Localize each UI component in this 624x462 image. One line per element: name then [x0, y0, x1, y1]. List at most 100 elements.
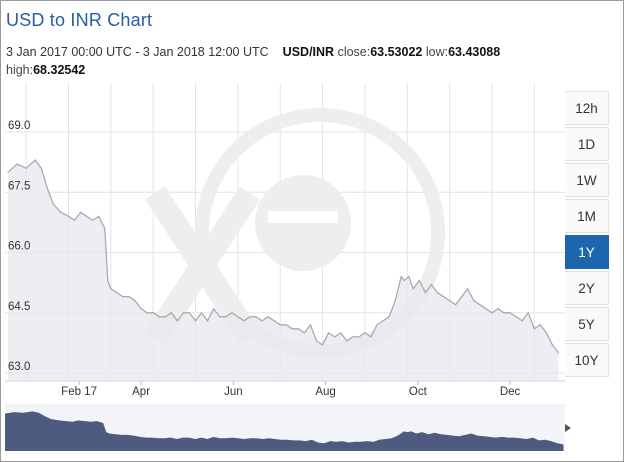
chart-summary: 3 Jan 2017 00:00 UTC - 3 Jan 2018 12:00 … [6, 43, 566, 79]
data-point [430, 284, 433, 286]
x-tick-label: Oct [409, 386, 428, 398]
main-chart-svg: 63.0 64.5 66.0 67.5 69.0 Feb 17 Apr Jun Aug Oct De… [5, 83, 565, 398]
series-line [7, 159, 560, 354]
data-point [110, 288, 112, 290]
data-point [321, 344, 324, 346]
main-chart[interactable]: 63.0 64.5 66.0 67.5 69.0 Feb 17 Apr Jun Aug Oct De… [5, 83, 565, 398]
data-point [491, 312, 493, 314]
data-point [394, 300, 396, 302]
data-point [515, 316, 517, 318]
data-point [545, 332, 547, 334]
data-point [40, 167, 42, 169]
data-point [170, 312, 172, 314]
data-point [358, 336, 360, 338]
high-value: 68.32542 [33, 63, 86, 77]
data-point [158, 316, 160, 318]
close-value: 63.53022 [370, 45, 423, 59]
data-point [309, 324, 312, 326]
data-point [25, 167, 27, 169]
data-point [231, 312, 233, 314]
data-point [485, 308, 487, 310]
data-point [200, 312, 203, 314]
page-title: USD to INR Chart [6, 10, 153, 30]
data-point [182, 312, 185, 314]
data-point [46, 187, 48, 189]
data-point [273, 320, 275, 322]
data-point [461, 296, 463, 298]
data-point [34, 159, 36, 161]
data-point [207, 320, 209, 322]
data-point [455, 304, 457, 306]
data-point [388, 316, 390, 318]
data-point [442, 296, 445, 298]
zoom-button-1y[interactable]: 1Y [565, 235, 609, 269]
zoom-button-1w[interactable]: 1W [565, 163, 609, 197]
data-point [539, 324, 541, 326]
navigator[interactable] [5, 404, 571, 451]
data-point [16, 163, 18, 165]
data-point [140, 308, 142, 310]
data-point [60, 211, 62, 213]
data-point [104, 227, 106, 229]
data-point [509, 312, 511, 314]
zoom-button-12h[interactable]: 12h [565, 91, 609, 125]
data-point [261, 320, 263, 322]
zoom-button-5y[interactable]: 5Y [565, 307, 609, 341]
zoom-button-2y[interactable]: 2Y [565, 271, 609, 305]
data-point [315, 340, 318, 342]
data-point [188, 312, 191, 314]
zoom-button-10y[interactable]: 10Y [565, 343, 609, 377]
currency-pair: USD/INR [282, 45, 335, 59]
data-point [376, 324, 378, 326]
data-point [364, 332, 366, 334]
data-point [533, 328, 535, 330]
data-point [134, 300, 136, 302]
close-label: close: [337, 45, 371, 59]
data-point [346, 340, 348, 342]
data-point [297, 328, 299, 330]
data-point [418, 280, 420, 282]
data-point [243, 320, 245, 322]
data-point [449, 300, 451, 302]
y-tick-label: 67.5 [8, 180, 30, 192]
data-point [328, 332, 330, 334]
data-point [98, 215, 100, 217]
data-point [436, 292, 439, 294]
data-point [152, 312, 154, 314]
data-point [237, 316, 239, 318]
x-tick-label: Feb 17 [61, 386, 97, 398]
zoom-button-1d[interactable]: 1D [565, 127, 609, 161]
data-point [255, 316, 257, 318]
x-tick-label: Jun [224, 386, 243, 398]
data-point [382, 320, 384, 322]
data-point [7, 171, 9, 173]
data-point [92, 219, 94, 221]
data-point [412, 288, 414, 290]
low-value: 63.43088 [448, 45, 501, 59]
data-point [557, 352, 560, 354]
data-point [467, 288, 469, 290]
data-point [503, 312, 505, 314]
data-point [225, 316, 227, 318]
navigator-handle-icon[interactable] [565, 424, 571, 432]
y-tick-label: 66.0 [8, 241, 30, 253]
high-label: high: [6, 63, 34, 77]
data-point [194, 320, 197, 322]
data-point [521, 320, 523, 322]
data-point [303, 332, 306, 334]
zoom-button-1m[interactable]: 1M [565, 199, 609, 233]
data-point [67, 215, 70, 217]
y-tick-label: 63.0 [8, 361, 30, 373]
x-tick-label: Aug [315, 386, 335, 398]
navigator-svg [5, 404, 571, 451]
data-point [479, 304, 481, 306]
data-point [249, 316, 251, 318]
data-point [527, 312, 529, 314]
data-point [473, 300, 475, 302]
data-point [86, 215, 88, 217]
data-point [73, 219, 76, 221]
data-point [52, 203, 54, 205]
data-point [291, 328, 293, 330]
data-point [219, 316, 221, 318]
data-point [334, 336, 336, 338]
